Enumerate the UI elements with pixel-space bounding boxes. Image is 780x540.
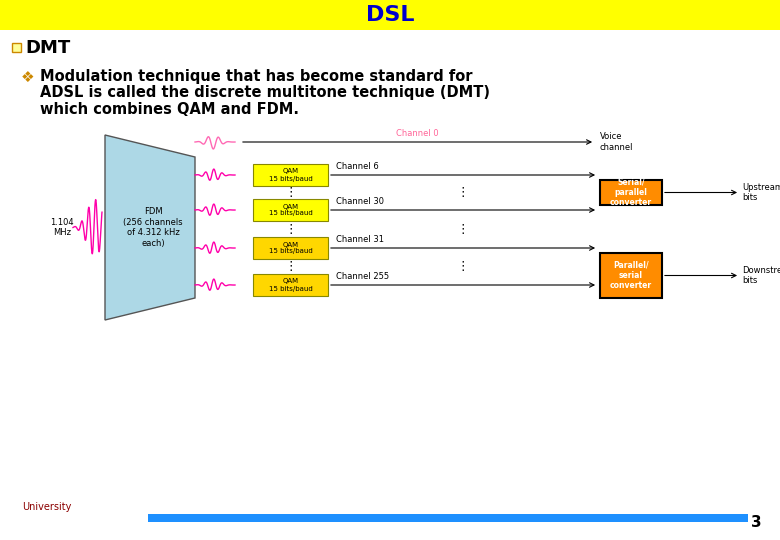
Text: QAM
15 bits/baud: QAM 15 bits/baud: [268, 204, 312, 217]
Bar: [600, 253, 662, 298]
Text: Channel 30: Channel 30: [336, 197, 384, 206]
Bar: [253, 199, 328, 221]
Polygon shape: [105, 135, 195, 320]
Bar: [148, 514, 748, 522]
Text: QAM
15 bits/baud: QAM 15 bits/baud: [268, 241, 312, 254]
Text: Parallel/
serial
converter: Parallel/ serial converter: [610, 261, 652, 291]
Text: Voice
channel: Voice channel: [600, 132, 633, 152]
Text: ⋮: ⋮: [284, 260, 296, 273]
Text: ⋮: ⋮: [284, 186, 296, 199]
Text: Upstream
bits: Upstream bits: [742, 183, 780, 202]
Text: 3: 3: [751, 515, 762, 530]
Text: Channel 0: Channel 0: [396, 129, 439, 138]
Text: Channel 31: Channel 31: [336, 235, 384, 244]
Text: Serial/
parallel
converter: Serial/ parallel converter: [610, 178, 652, 207]
Text: 1.104
MHz: 1.104 MHz: [50, 218, 74, 237]
Text: DSL: DSL: [366, 5, 414, 25]
Text: ⋮: ⋮: [457, 186, 470, 199]
Text: FDM
(256 channels
of 4.312 kHz
each): FDM (256 channels of 4.312 kHz each): [123, 207, 183, 248]
Bar: [253, 274, 328, 296]
Text: ⋮: ⋮: [457, 260, 470, 273]
Text: ⋮: ⋮: [457, 222, 470, 235]
Text: QAM
15 bits/baud: QAM 15 bits/baud: [268, 279, 312, 292]
Text: QAM
15 bits/baud: QAM 15 bits/baud: [268, 168, 312, 181]
Text: Modulation technique that has become standard for: Modulation technique that has become sta…: [40, 70, 473, 84]
Text: ❖: ❖: [21, 70, 35, 84]
Text: DMT: DMT: [25, 39, 70, 57]
Bar: [12, 43, 21, 52]
Text: Downstream
bits: Downstream bits: [742, 266, 780, 285]
Bar: [600, 180, 662, 205]
Text: ⋮: ⋮: [284, 222, 296, 235]
Text: which combines QAM and FDM.: which combines QAM and FDM.: [40, 102, 299, 117]
Bar: [253, 237, 328, 259]
Text: Channel 255: Channel 255: [336, 272, 389, 281]
Text: Channel 6: Channel 6: [336, 162, 379, 171]
Bar: [253, 164, 328, 186]
Text: ADSL is called the discrete multitone technique (DMT): ADSL is called the discrete multitone te…: [40, 85, 490, 100]
Bar: [0, 0, 780, 30]
Text: University: University: [22, 502, 72, 512]
